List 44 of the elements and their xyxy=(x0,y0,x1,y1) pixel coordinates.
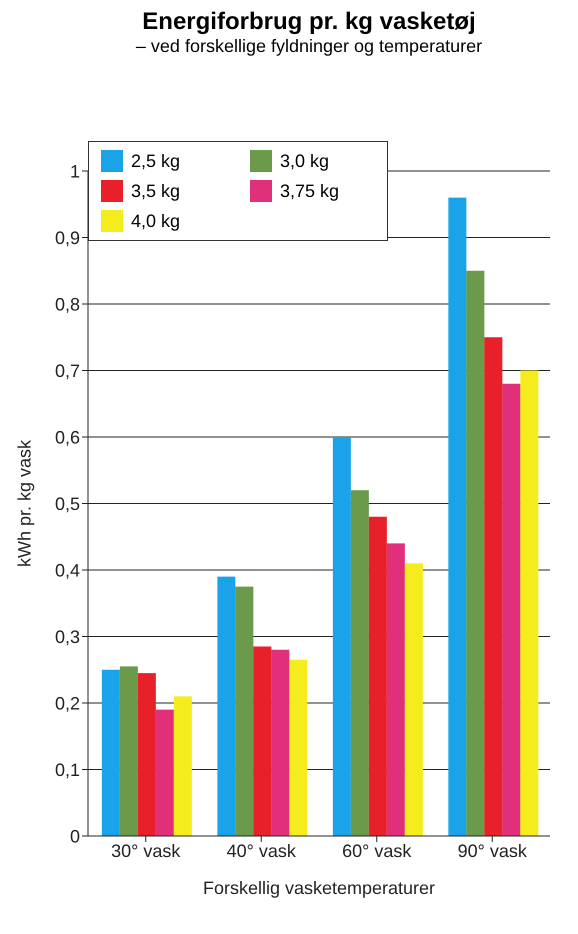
chart-subtitle: – ved forskellige fyldninger og temperaturer xyxy=(134,36,484,57)
bar xyxy=(502,384,520,836)
x-axis-title: Forskellig vasketemperaturer xyxy=(202,878,436,898)
bar xyxy=(520,370,538,836)
legend-label: 3,0 kg xyxy=(280,150,330,172)
y-tick-label: 0,6 xyxy=(54,427,80,448)
y-tick-label: 0,8 xyxy=(54,294,80,314)
bar xyxy=(332,437,351,836)
y-tick-label: 1 xyxy=(70,161,80,182)
legend-label: 2,5 kg xyxy=(131,150,180,172)
y-tick-label: 0,4 xyxy=(54,560,80,580)
bar xyxy=(120,666,138,836)
bar xyxy=(466,270,484,836)
y-tick-label: 0,2 xyxy=(54,693,80,714)
bar xyxy=(138,673,156,836)
bar xyxy=(253,646,272,836)
bar xyxy=(386,543,405,836)
chart-title: Energiforbrug pr. kg vasketøj xyxy=(141,8,477,36)
legend-label: 3,75 kg xyxy=(280,180,340,202)
x-tick-label: 60° vask xyxy=(342,840,412,861)
y-tick-label: 0,1 xyxy=(54,760,80,780)
bar xyxy=(174,696,192,836)
bar xyxy=(368,516,387,836)
bar xyxy=(102,670,120,836)
legend-label: 4,0 kg xyxy=(131,210,180,232)
y-axis-title: kWh pr. kg vask xyxy=(14,438,34,568)
y-tick-label: 0,3 xyxy=(54,626,80,647)
bar xyxy=(235,586,254,836)
bar xyxy=(289,660,308,836)
x-tick-label: 90° vask xyxy=(458,840,528,861)
bar xyxy=(217,576,236,836)
bar xyxy=(156,710,174,836)
y-tick-label: 0 xyxy=(70,826,80,846)
x-tick-label: 30° vask xyxy=(111,840,182,861)
y-tick-label: 0,5 xyxy=(54,494,80,514)
y-tick-label: 0,7 xyxy=(54,360,80,381)
legend-label: 3,5 kg xyxy=(131,180,180,202)
bar xyxy=(271,650,290,836)
y-tick-label: 0,9 xyxy=(54,228,80,248)
bar xyxy=(350,490,369,836)
bar xyxy=(484,337,502,836)
bar xyxy=(404,563,423,836)
bar xyxy=(448,198,466,836)
x-tick-label: 40° vask xyxy=(226,840,297,861)
